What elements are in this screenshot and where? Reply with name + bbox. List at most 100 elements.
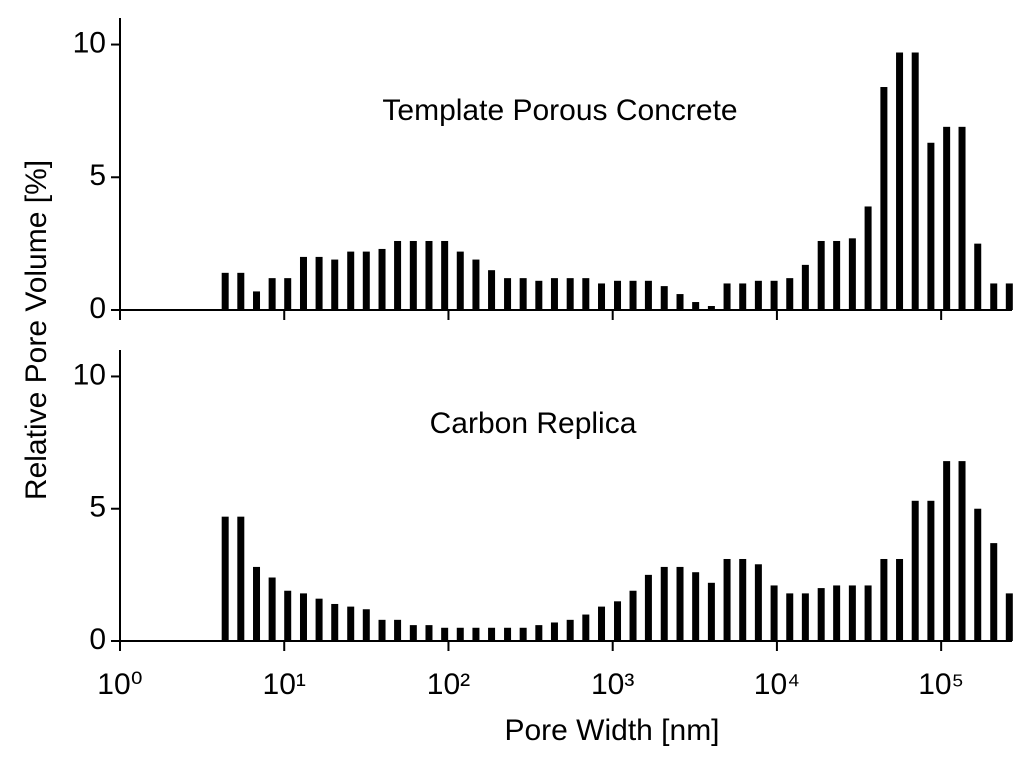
bar	[598, 606, 606, 641]
x-tick-label: 10⁴	[754, 668, 800, 701]
bar	[362, 251, 370, 310]
bar	[519, 627, 527, 641]
bar	[927, 142, 935, 310]
bar	[535, 625, 543, 641]
bar	[237, 272, 245, 310]
bar	[896, 52, 904, 310]
bar	[378, 248, 386, 310]
bar	[629, 280, 637, 310]
bar	[848, 238, 856, 310]
bar	[723, 283, 731, 310]
bar	[833, 585, 841, 641]
bar	[817, 240, 825, 310]
bar	[582, 278, 590, 310]
bar	[221, 516, 229, 641]
bar	[331, 259, 339, 310]
x-axis-label: Pore Width [nm]	[504, 714, 719, 747]
bar	[425, 625, 433, 641]
bar	[504, 278, 512, 310]
bar	[644, 280, 652, 310]
bar	[864, 206, 872, 310]
bar	[535, 280, 543, 310]
bar	[284, 278, 292, 310]
y-tick-label: 10	[73, 358, 106, 391]
y-tick-label: 5	[89, 159, 106, 192]
bar	[629, 590, 637, 641]
bar	[237, 516, 245, 641]
bar	[943, 126, 951, 310]
bar	[456, 251, 464, 310]
bar	[268, 577, 276, 641]
bar	[409, 625, 417, 641]
bar	[739, 283, 747, 310]
bar	[284, 590, 292, 641]
bar	[425, 240, 433, 310]
bar	[550, 622, 558, 641]
bar	[770, 280, 778, 310]
bar	[707, 582, 715, 641]
bar	[315, 256, 323, 310]
bar	[801, 593, 809, 641]
bar	[394, 619, 402, 641]
bar	[911, 52, 919, 310]
bar	[958, 126, 966, 310]
bar	[974, 243, 982, 310]
bar	[221, 272, 229, 310]
bar	[644, 574, 652, 641]
bar	[488, 270, 496, 310]
bar	[660, 566, 668, 641]
bar	[315, 598, 323, 641]
bar	[268, 278, 276, 310]
bar	[927, 500, 935, 641]
x-tick-label: 10⁰	[97, 668, 142, 701]
panel-title: Carbon Replica	[430, 407, 637, 440]
x-tick-label: 10¹	[263, 668, 306, 701]
bar	[880, 558, 888, 641]
bar	[409, 240, 417, 310]
bar	[347, 606, 355, 641]
y-tick-label: 0	[89, 623, 106, 656]
bar	[864, 585, 872, 641]
bar	[943, 461, 951, 641]
bar	[347, 251, 355, 310]
bar	[754, 564, 762, 641]
bar	[817, 588, 825, 641]
bar	[472, 627, 480, 641]
bar	[566, 278, 574, 310]
bar	[801, 264, 809, 310]
bar	[1005, 283, 1013, 310]
bar	[456, 627, 464, 641]
bar	[253, 566, 261, 641]
bar	[1005, 593, 1013, 641]
bar	[488, 627, 496, 641]
bar	[990, 543, 998, 641]
bar	[723, 558, 731, 641]
bar	[299, 256, 307, 310]
bar	[676, 566, 684, 641]
x-tick-label: 10²	[427, 668, 470, 701]
bar	[472, 259, 480, 310]
bar	[974, 508, 982, 641]
y-tick-label: 0	[89, 292, 106, 325]
bar	[739, 558, 747, 641]
bar	[550, 278, 558, 310]
bar	[566, 619, 574, 641]
bar	[692, 572, 700, 641]
bar	[253, 291, 261, 310]
bar	[958, 461, 966, 641]
bar	[598, 283, 606, 310]
y-tick-label: 5	[89, 491, 106, 524]
bar	[880, 87, 888, 310]
x-tick-label: 10³	[591, 668, 634, 701]
bar	[660, 286, 668, 310]
bar	[833, 240, 841, 310]
bar	[504, 627, 512, 641]
bar	[676, 294, 684, 310]
bar	[754, 280, 762, 310]
bar	[786, 593, 794, 641]
bar	[770, 585, 778, 641]
y-tick-label: 10	[73, 26, 106, 59]
bar	[441, 240, 449, 310]
bar	[394, 240, 402, 310]
